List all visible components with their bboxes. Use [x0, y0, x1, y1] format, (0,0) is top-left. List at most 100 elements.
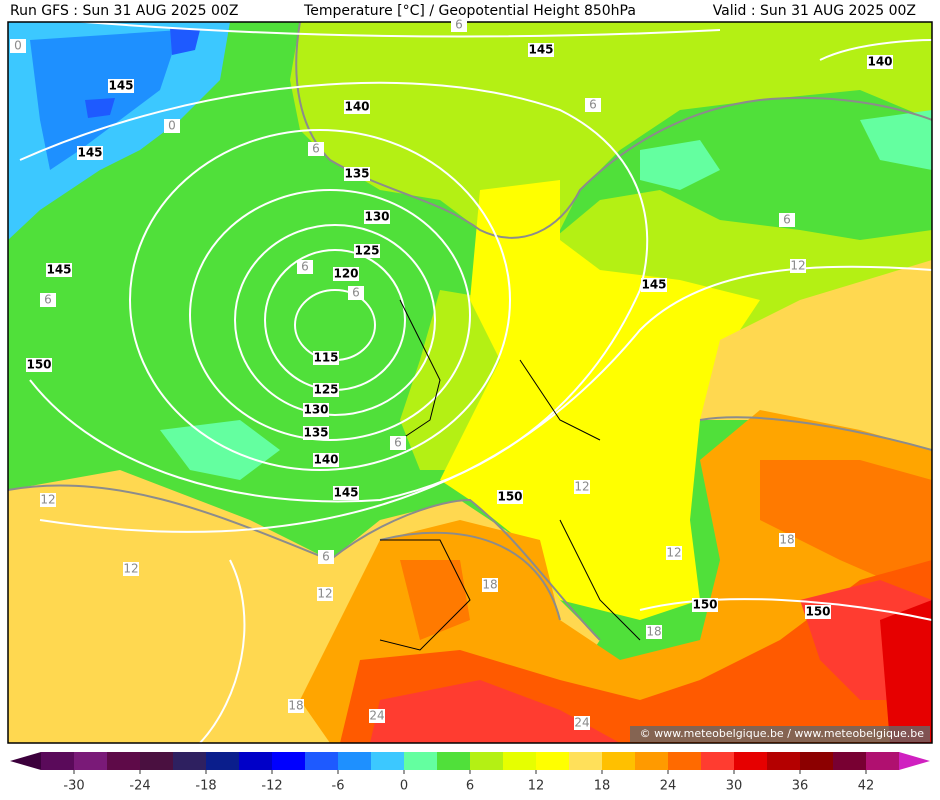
height-label: 125 — [354, 244, 379, 258]
temperature-label: 0 — [168, 119, 176, 133]
temperature-label-box — [482, 578, 498, 592]
height-label: 145 — [77, 146, 102, 160]
height-label: 145 — [108, 79, 133, 93]
temperature-label: 6 — [44, 293, 52, 307]
height-label: 150 — [692, 598, 717, 612]
height-label: 145 — [333, 486, 358, 500]
temperature-label: 6 — [301, 260, 309, 274]
temperature-label: 18 — [482, 578, 497, 592]
colorbar-segment — [503, 752, 537, 770]
height-label: 130 — [303, 403, 328, 417]
header-center: Temperature [°C] / Geopotential Height 8… — [303, 3, 636, 19]
temperature-label: 12 — [790, 259, 805, 273]
colorbar-segment — [239, 752, 273, 770]
colorbar-segment — [734, 752, 768, 770]
colorbar-segment — [470, 752, 504, 770]
temperature-label-box — [790, 259, 806, 273]
temperature-label: 12 — [123, 562, 138, 576]
temperature-label-box — [369, 709, 385, 723]
watermark-box — [630, 726, 930, 742]
temperature-label-box — [390, 436, 406, 450]
height-label: 150 — [805, 605, 830, 619]
colorbar-segment — [41, 752, 75, 770]
temperature-label-box — [288, 699, 304, 713]
temperature-label-box — [646, 625, 662, 639]
colorbar-segment — [569, 752, 603, 770]
temperature-label-box — [40, 493, 56, 507]
colorbar-segment — [107, 752, 141, 770]
height-label: 145 — [641, 278, 666, 292]
colorbar-tick-label: 6 — [466, 779, 474, 794]
temperature-label: 12 — [40, 493, 55, 507]
colorbar-segment — [701, 752, 735, 770]
colorbar-segment — [206, 752, 240, 770]
colorbar-segment — [536, 752, 570, 770]
temperature-label-box — [348, 286, 364, 300]
height-label-box — [497, 490, 523, 504]
height-label: 120 — [333, 267, 358, 281]
height-label: 150 — [497, 490, 522, 504]
height-label-box — [46, 263, 72, 277]
temperature-label: 6 — [589, 98, 597, 112]
height-label: 135 — [344, 167, 369, 181]
colorbar-tick-label: 12 — [528, 779, 545, 794]
temperature-label-box — [164, 119, 180, 133]
height-label-box — [344, 100, 370, 114]
temperature-label-box — [451, 18, 467, 32]
temperature-label: 0 — [14, 39, 22, 53]
temperature-label-box — [10, 39, 26, 53]
temperature-label: 6 — [322, 550, 330, 564]
height-label-box — [26, 358, 52, 372]
colorbar-segment — [635, 752, 669, 770]
colorbar-segment — [833, 752, 867, 770]
height-label-box — [303, 426, 329, 440]
colorbar-tick-label: 0 — [400, 779, 408, 794]
height-label-box — [333, 486, 359, 500]
height-label-box — [528, 43, 554, 57]
temperature-label-box — [574, 480, 590, 494]
height-label-box — [313, 351, 339, 365]
temperature-label: 6 — [394, 436, 402, 450]
watermark: © www.meteobelgique.be / www.meteobelgiq… — [640, 727, 925, 740]
colorbar-segment — [602, 752, 636, 770]
colorbar-segment — [437, 752, 471, 770]
colorbar-segment — [800, 752, 834, 770]
temperature-label-box — [318, 550, 334, 564]
temperature-label-box — [317, 587, 333, 601]
temperature-label: 12 — [666, 546, 681, 560]
height-label: 140 — [867, 55, 892, 69]
temperature-label-box — [779, 213, 795, 227]
height-label: 150 — [26, 358, 51, 372]
temperature-label: 6 — [352, 286, 360, 300]
height-label: 145 — [528, 43, 553, 57]
temperature-label-box — [666, 546, 682, 560]
header-left: Run GFS : Sun 31 AUG 2025 00Z — [10, 3, 238, 19]
temperature-label: 24 — [574, 716, 589, 730]
height-label-box — [805, 605, 831, 619]
temperature-label: 12 — [317, 587, 332, 601]
height-label-box — [692, 598, 718, 612]
colorbar-segment — [866, 752, 900, 770]
height-label-box — [77, 146, 103, 160]
colorbar-tick-label: -30 — [63, 779, 84, 794]
colorbar: -30 -24 -18 -12 -6 0 6 12 18 24 30 36 42 — [10, 752, 930, 794]
colorbar-segment — [74, 752, 108, 770]
colorbar-tick-label: 36 — [792, 779, 809, 794]
colorbar-arrow-high — [899, 752, 930, 770]
colorbar-tick-label: 42 — [858, 779, 875, 794]
temperature-label-box — [574, 716, 590, 730]
temperature-label: 6 — [455, 18, 463, 32]
height-label-box — [333, 267, 359, 281]
height-label: 125 — [313, 383, 338, 397]
temperature-label: 6 — [312, 142, 320, 156]
colorbar-tick-label: -18 — [195, 779, 216, 794]
colorbar-segment — [305, 752, 339, 770]
height-label-box — [313, 383, 339, 397]
height-label-box — [364, 210, 390, 224]
temperature-label: 12 — [574, 480, 589, 494]
temperature-label-box — [585, 98, 601, 112]
map — [8, 22, 932, 743]
height-label: 140 — [313, 453, 338, 467]
map-frame — [7, 21, 933, 744]
